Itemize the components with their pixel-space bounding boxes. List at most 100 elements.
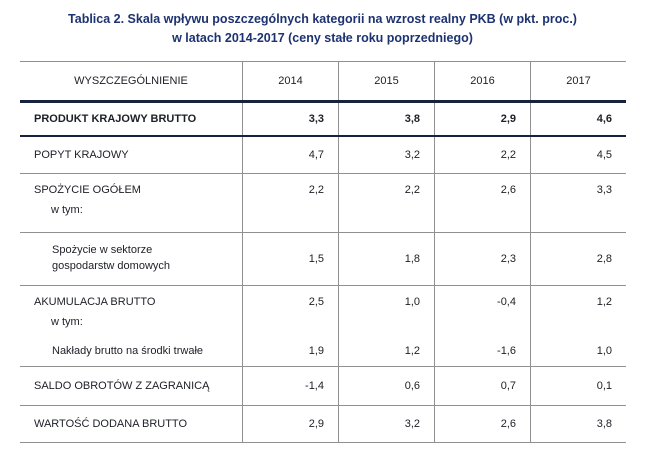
table-title-line2: w latach 2014-2017 (ceny stałe roku popr…	[172, 30, 473, 45]
value-cell: 1,0	[530, 335, 626, 366]
header-year-2014-cell: 2014	[242, 61, 338, 100]
value-cell: 0,7	[434, 366, 530, 405]
value-cell: 1,0	[338, 285, 434, 336]
value: 2,2	[500, 148, 516, 161]
row-label: WARTOŚĆ DODANA BRUTTO	[34, 417, 188, 430]
value-cell: 2,2	[242, 173, 338, 232]
value-cell: 2,9	[434, 102, 530, 135]
value-cell: 2,3	[434, 232, 530, 285]
row-label: SALDO OBROTÓW Z ZAGRANICĄ	[34, 379, 210, 392]
table-title: Tablica 2. Skala wpływu poszczególnych k…	[12, 10, 633, 48]
gdp-growth-table: WYSZCZEGÓLNIENIE 2014 2015 2016 2017 PRO…	[20, 60, 626, 443]
value-cell: 4,5	[530, 136, 626, 173]
header-year-2015-cell: 2015	[338, 61, 434, 100]
value: -1,4	[305, 379, 324, 392]
value-cell: 3,2	[338, 136, 434, 173]
table-row-gdp: PRODUKT KRAJOWY BRUTTO 3,3 3,8 2,9 4,6	[20, 102, 626, 137]
value-cell: 4,6	[530, 102, 626, 135]
value-cell: 2,8	[530, 232, 626, 285]
value: -0,4	[497, 295, 516, 308]
value: 3,3	[308, 112, 324, 125]
value-cell: 0,6	[338, 366, 434, 405]
value-cell: 1,9	[242, 335, 338, 366]
value-cell: 2,2	[434, 136, 530, 173]
table-title-line1: Tablica 2. Skala wpływu poszczególnych k…	[68, 12, 577, 26]
value-cell: 3,3	[242, 102, 338, 135]
value: 2,3	[500, 252, 516, 265]
value-cell: -0,4	[434, 285, 530, 336]
value: 2,9	[308, 417, 324, 430]
value: 2,6	[500, 183, 516, 196]
row-label: POPYT KRAJOWY	[34, 148, 129, 161]
header-year-label: 2015	[374, 74, 399, 87]
row-sublabel: w tym:	[51, 203, 83, 216]
value: 3,2	[404, 417, 420, 430]
value: 4,7	[308, 148, 324, 161]
value: 0,7	[500, 379, 516, 392]
value-cell: 0,1	[530, 366, 626, 405]
value: 3,8	[404, 112, 420, 125]
header-specification-cell: WYSZCZEGÓLNIENIE	[20, 62, 242, 100]
value: 2,2	[308, 183, 324, 196]
value-cell: 3,8	[338, 102, 434, 135]
header-year-label: 2017	[566, 74, 591, 87]
row-label: SPOŻYCIE OGÓŁEM	[34, 183, 141, 196]
value-cell: 2,6	[434, 173, 530, 232]
header-year-2017-cell: 2017	[530, 61, 626, 100]
value-cell: 2,2	[338, 173, 434, 232]
row-label: Spożycie w sektorze gospodarstw domowych	[52, 243, 171, 272]
value: 2,6	[500, 417, 516, 430]
header-year-label: 2016	[470, 74, 495, 87]
value-cell: 1,2	[530, 285, 626, 336]
value: 1,2	[596, 295, 612, 308]
value-cell: 2,9	[242, 405, 338, 442]
row-label: PRODUKT KRAJOWY BRUTTO	[34, 112, 197, 125]
value: 1,0	[596, 344, 612, 357]
value: 3,8	[596, 417, 612, 430]
table-row-foreign-trade-balance: SALDO OBROTÓW Z ZAGRANICĄ -1,4 0,6 0,7 0…	[20, 366, 626, 406]
row-label-cell: PRODUKT KRAJOWY BRUTTO	[20, 103, 242, 135]
value: 1,5	[308, 252, 324, 265]
value-cell: 1,2	[338, 335, 434, 366]
value: 3,3	[596, 183, 612, 196]
value: 0,6	[404, 379, 420, 392]
table-row-domestic-demand: POPYT KRAJOWY 4,7 3,2 2,2 4,5	[20, 136, 626, 174]
value: 2,8	[596, 252, 612, 265]
value-cell: 1,5	[242, 232, 338, 285]
value-cell: 3,3	[530, 173, 626, 232]
value: 1,0	[404, 295, 420, 308]
row-label-cell: Spożycie w sektorze gospodarstw domowych	[20, 233, 242, 285]
table-row-gross-accumulation: AKUMULACJA BRUTTO w tym: 2,5 1,0 -0,4 1,…	[20, 285, 626, 336]
table-row-gross-value-added: WARTOŚĆ DODANA BRUTTO 2,9 3,2 2,6 3,8	[20, 405, 626, 443]
value: 1,2	[404, 344, 420, 357]
header-year-2016-cell: 2016	[434, 61, 530, 100]
value: 2,9	[500, 112, 516, 125]
value-cell: 1,8	[338, 232, 434, 285]
table-row-household-consumption: Spożycie w sektorze gospodarstw domowych…	[20, 232, 626, 286]
value-cell: 2,5	[242, 285, 338, 336]
row-label-cell: POPYT KRAJOWY	[20, 137, 242, 173]
value-cell: 4,7	[242, 136, 338, 173]
value: 0,1	[596, 379, 612, 392]
value: 1,8	[404, 252, 420, 265]
header-year-label: 2014	[278, 74, 303, 87]
row-label: AKUMULACJA BRUTTO	[34, 295, 156, 308]
value: 4,5	[596, 148, 612, 161]
value-cell: 2,6	[434, 405, 530, 442]
table-row-gross-fixed-capital: Nakłady brutto na środki trwałe 1,9 1,2 …	[20, 335, 626, 367]
row-label-cell: WARTOŚĆ DODANA BRUTTO	[20, 406, 242, 442]
row-label: Nakłady brutto na środki trwałe	[52, 344, 204, 357]
value: 4,6	[596, 112, 612, 125]
value: 3,2	[404, 148, 420, 161]
row-label-cell: SALDO OBROTÓW Z ZAGRANICĄ	[20, 367, 242, 405]
row-label-cell: Nakłady brutto na środki trwałe	[20, 336, 242, 366]
value: 2,5	[308, 295, 324, 308]
row-sublabel: w tym:	[51, 315, 83, 328]
table-row-total-consumption: SPOŻYCIE OGÓŁEM w tym: 2,2 2,2 2,6 3,3	[20, 173, 626, 233]
table-header-row: WYSZCZEGÓLNIENIE 2014 2015 2016 2017	[20, 61, 626, 103]
value: 1,9	[308, 344, 324, 357]
value-cell: -1,4	[242, 366, 338, 405]
value-cell: 3,2	[338, 405, 434, 442]
value-cell: 3,8	[530, 405, 626, 442]
value: 2,2	[404, 183, 420, 196]
